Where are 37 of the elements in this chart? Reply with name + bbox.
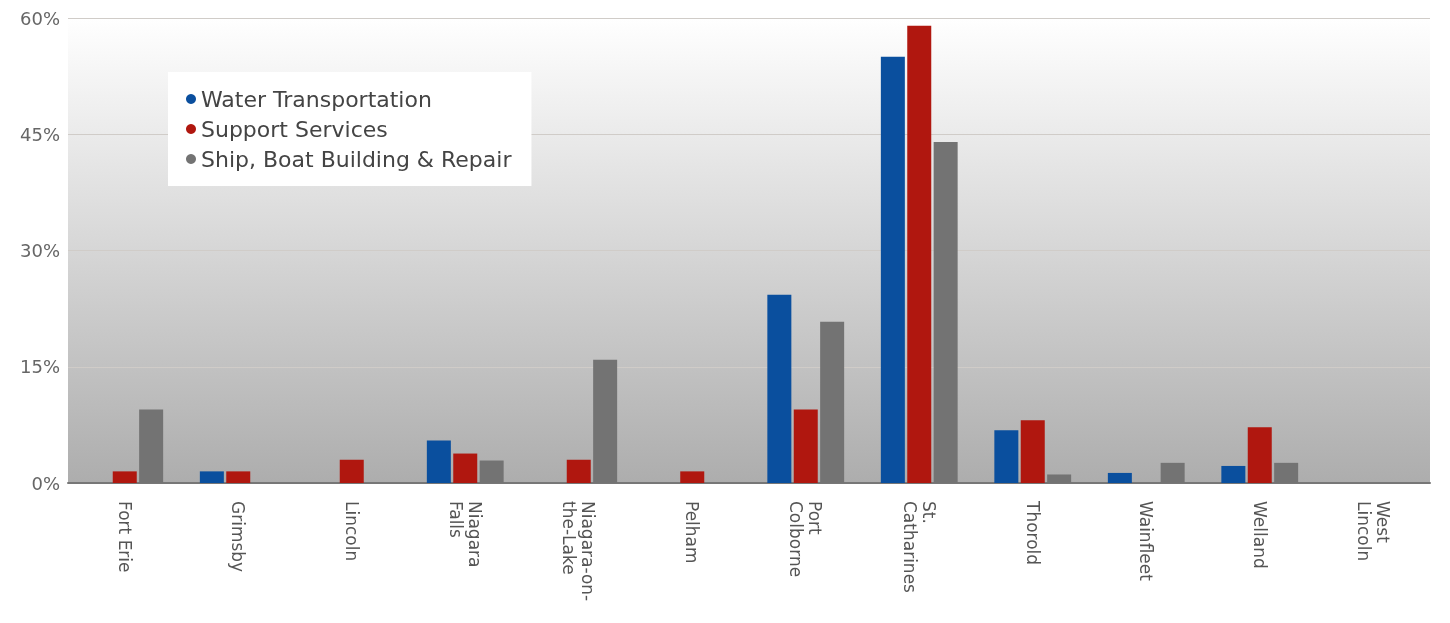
x-tick-label: Pelham [682,501,703,564]
bar [426,440,451,483]
x-tick-label: Grimsby [228,501,249,573]
x-tick-label: Niagara-on- the-Lake [559,501,599,602]
x-tick-label: Fort Erie [114,501,135,573]
bar [1247,427,1272,483]
y-tick-label: 30% [19,240,60,261]
bar [880,56,905,483]
x-tick-label: Niagara Falls [445,501,485,568]
y-tick-label: 15% [19,356,60,378]
bar [1221,465,1246,483]
y-tick-label: 60% [19,7,60,29]
bar [1107,472,1132,483]
x-tick-label: St. Catharines [899,501,939,594]
bar [767,294,792,483]
bar [112,471,137,483]
bar [1020,420,1045,483]
x-tick-label: Lincoln [341,501,362,562]
bar [199,471,224,483]
bar [566,459,591,483]
legend-label: Support Services [201,116,388,142]
bar [793,409,818,483]
x-tick-label: Welland [1249,501,1270,569]
x-tick-label: Thorold [1022,500,1043,566]
legend-label: Ship, Boat Building & Repair [201,146,513,172]
bar [680,471,705,483]
x-tick-label: West Lincoln [1353,501,1393,562]
bar [907,25,932,483]
x-tick-label: Wainfleet [1136,501,1157,582]
bar [339,459,364,483]
bar [226,471,251,483]
y-tick-label: 0% [31,472,60,494]
bar [453,453,478,483]
legend-label: Water Transportation [201,86,432,112]
y-tick-label: 45% [19,123,60,145]
bar [994,430,1019,483]
x-tick-label: Port Colborne [786,501,826,578]
